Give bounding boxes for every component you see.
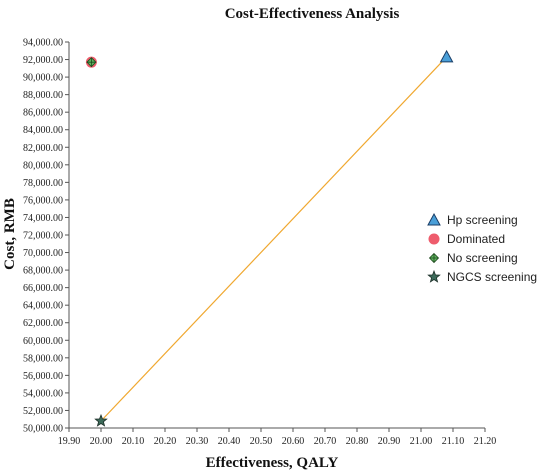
x-tick-label: 20.50 bbox=[250, 436, 273, 447]
y-tick-label: 52,000.00 bbox=[23, 406, 63, 417]
x-axis-title: Effectiveness, QALY bbox=[206, 455, 339, 471]
y-tick-label: 78,000.00 bbox=[23, 178, 63, 189]
data-point-hp-screening bbox=[439, 49, 454, 63]
y-tick-label: 92,000.00 bbox=[23, 55, 63, 66]
x-tick-label: 20.20 bbox=[154, 436, 177, 447]
y-tick-label: 60,000.00 bbox=[23, 336, 63, 347]
y-tick-label: 68,000.00 bbox=[23, 266, 63, 277]
y-tick-label: 74,000.00 bbox=[23, 213, 63, 224]
legend-label: Hp screening bbox=[447, 213, 518, 227]
x-tick-label: 20.70 bbox=[314, 436, 337, 447]
y-tick-label: 58,000.00 bbox=[23, 353, 63, 364]
y-tick-label: 86,000.00 bbox=[23, 108, 63, 119]
y-tick-label: 66,000.00 bbox=[23, 283, 63, 294]
legend-marker-hp-screening bbox=[427, 212, 441, 226]
y-tick-label: 72,000.00 bbox=[23, 231, 63, 242]
y-axis-title: Cost, RMB bbox=[2, 198, 18, 270]
legend-label: No screening bbox=[447, 251, 518, 265]
y-tick-label: 88,000.00 bbox=[23, 90, 63, 101]
axes: 19.90 20.00 20.10 20.20 20.30 20.40 20.50 20.60… bbox=[23, 38, 496, 448]
x-tick-label: 20.60 bbox=[282, 436, 305, 447]
x-tick-label: 20.40 bbox=[218, 436, 241, 447]
diamond-cross bbox=[86, 57, 96, 67]
efficiency-frontier bbox=[100, 56, 448, 422]
x-tick-label: 20.90 bbox=[378, 436, 401, 447]
y-tick-label: 80,000.00 bbox=[23, 160, 63, 171]
y-tick-label: 62,000.00 bbox=[23, 318, 63, 329]
x-tick-label: 20.30 bbox=[186, 436, 209, 447]
y-tick-label: 70,000.00 bbox=[23, 248, 63, 259]
legend-label: NGCS screening bbox=[447, 270, 537, 284]
x-tick-label: 21.00 bbox=[410, 436, 433, 447]
data-point-no-screening bbox=[86, 57, 97, 68]
diamond-cross bbox=[429, 253, 439, 263]
x-tick-label: 19.90 bbox=[58, 436, 81, 447]
data-points bbox=[85, 49, 454, 427]
chart-title: Cost-Effectiveness Analysis bbox=[225, 6, 400, 22]
x-tick-label: 21.10 bbox=[442, 436, 465, 447]
y-tick-label: 56,000.00 bbox=[23, 371, 63, 382]
y-tick-label: 76,000.00 bbox=[23, 195, 63, 206]
legend-marker-no-screening bbox=[428, 252, 440, 264]
legend-label: Dominated bbox=[447, 232, 505, 246]
data-point-ngcs-screening bbox=[94, 413, 108, 427]
legend-marker-ngcs-screening bbox=[427, 269, 441, 283]
y-tick-label: 94,000.00 bbox=[23, 38, 63, 49]
y-tick-label: 84,000.00 bbox=[23, 125, 63, 136]
y-tick-label: 54,000.00 bbox=[23, 388, 63, 399]
legend: Hp screening Dominated No screening NGCS sc… bbox=[427, 212, 537, 284]
y-tick-label: 50,000.00 bbox=[23, 424, 63, 435]
legend-marker-dominated bbox=[428, 233, 440, 245]
x-tick-label: 20.00 bbox=[90, 436, 113, 447]
y-tick-label: 90,000.00 bbox=[23, 73, 63, 84]
x-tick-label: 21.20 bbox=[474, 436, 497, 447]
x-tick-label: 20.80 bbox=[346, 436, 369, 447]
x-tick-label: 20.10 bbox=[122, 436, 145, 447]
y-tick-label: 64,000.00 bbox=[23, 301, 63, 312]
y-tick-label: 82,000.00 bbox=[23, 143, 63, 154]
frontier-segment bbox=[100, 56, 448, 422]
